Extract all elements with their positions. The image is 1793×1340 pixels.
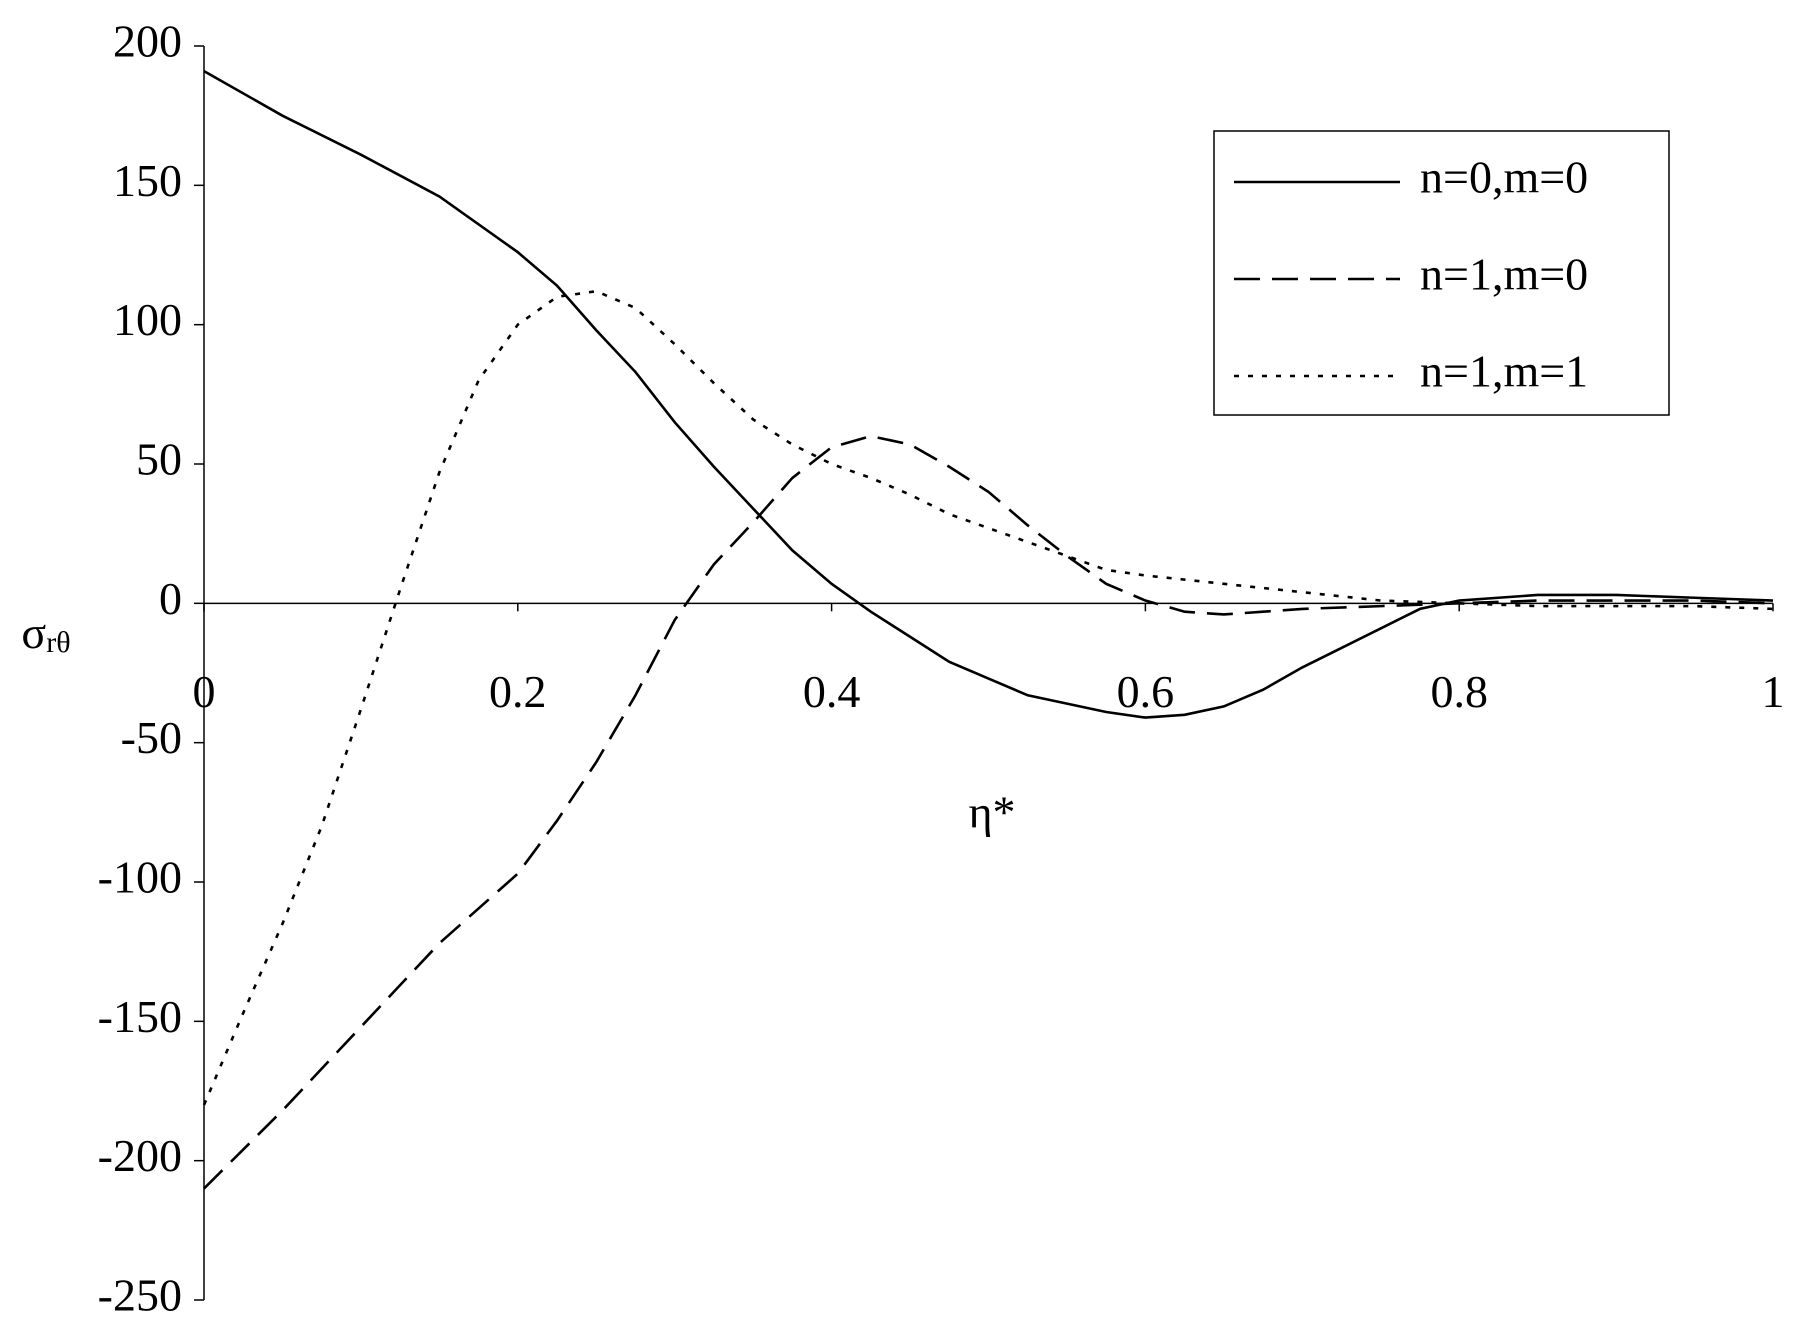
legend-label: n=1,m=0 <box>1420 249 1588 300</box>
y-tick-label: -200 <box>98 1130 182 1181</box>
x-tick-label: 0.6 <box>1117 666 1175 717</box>
y-tick-label: 50 <box>136 434 182 485</box>
y-tick-label: 150 <box>113 155 182 206</box>
x-axis-label: η* <box>968 787 1015 838</box>
y-tick-label: -50 <box>121 712 182 763</box>
y-tick-label: 200 <box>113 16 182 67</box>
legend-label: n=0,m=0 <box>1420 152 1588 203</box>
y-tick-label: -150 <box>98 991 182 1042</box>
legend-label: n=1,m=1 <box>1420 346 1588 397</box>
x-tick-label: 0.8 <box>1430 666 1488 717</box>
y-tick-label: 100 <box>113 294 182 345</box>
y-axis-symbol: σ <box>21 607 46 658</box>
y-axis-subscript: rθ <box>46 626 70 659</box>
x-tick-label: 0 <box>193 666 216 717</box>
y-tick-label: 0 <box>159 573 182 624</box>
x-tick-label: 1 <box>1762 666 1785 717</box>
legend-box <box>1213 130 1670 416</box>
y-tick-label: -100 <box>98 852 182 903</box>
y-tick-label: -250 <box>98 1270 182 1321</box>
x-tick-label: 0.2 <box>489 666 547 717</box>
series-line <box>203 434 1774 1190</box>
x-tick-label: 0.4 <box>803 666 861 717</box>
series-line <box>203 69 1774 719</box>
y-axis-label: σrθ <box>21 607 70 659</box>
